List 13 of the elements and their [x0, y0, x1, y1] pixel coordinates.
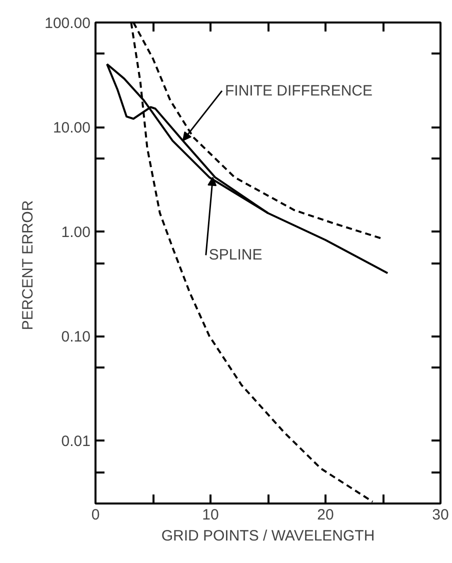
annotation: SPLINE — [208, 246, 262, 264]
y-tick-label: 1.00 — [61, 224, 91, 242]
y-tick-label: 0.10 — [61, 328, 91, 346]
x-tick-label: 20 — [317, 506, 334, 524]
y-tick-label: 0.01 — [61, 433, 91, 450]
annotation: FINITE DIFFERENCE — [225, 82, 373, 100]
y-axis-title: PERCENT ERROR — [20, 200, 37, 330]
y-tick-label: 100.00 — [44, 15, 91, 32]
x-tick-label: 30 — [432, 506, 449, 524]
x-tick-label: 10 — [202, 506, 219, 524]
y-tick-label: 10.00 — [52, 120, 91, 137]
x-tick-label: 0 — [91, 506, 100, 524]
x-axis-title: GRID POINTS / WAVELENGTH — [161, 528, 375, 544]
